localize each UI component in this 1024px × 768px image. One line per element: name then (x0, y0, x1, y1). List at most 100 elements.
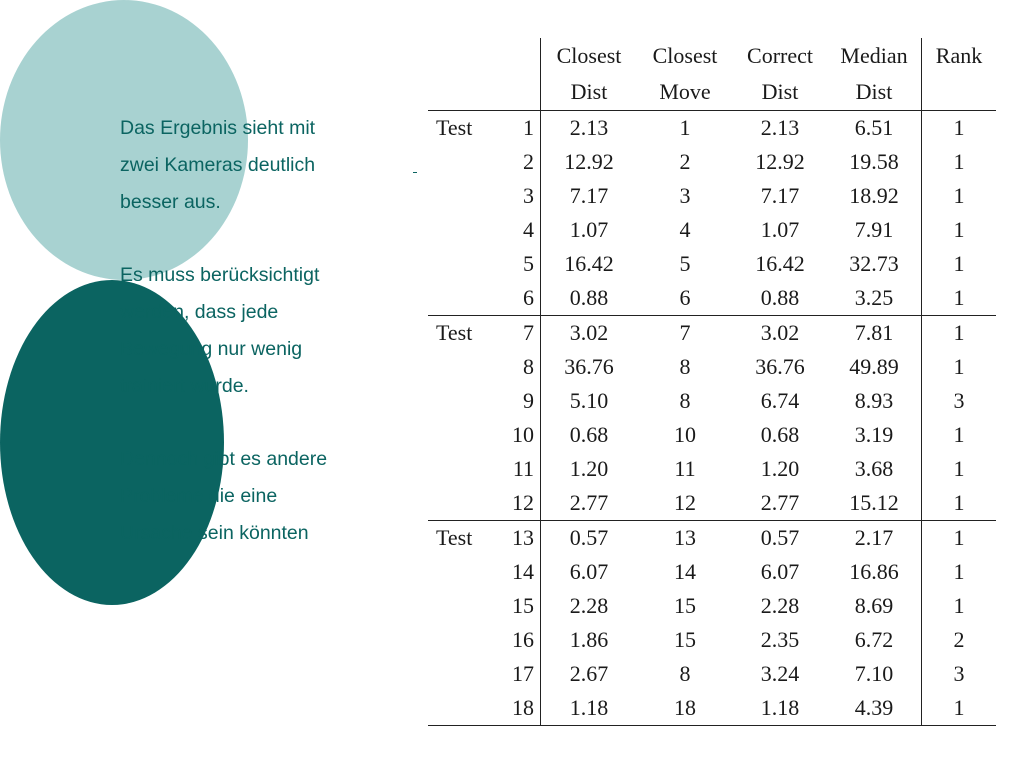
closest-move-cell: 11 (674, 456, 696, 481)
closest-move-cell: 15 (674, 627, 696, 652)
median-dist-cell: 32.73 (849, 251, 899, 276)
closest-dist-cell: 1.20 (540, 452, 637, 486)
rank-cell: 1 (921, 281, 996, 316)
group-label-empty (428, 281, 504, 316)
median-dist-cell: 15.12 (849, 490, 899, 515)
table-row: Test 13 0.57 13 0.57 2.17 1 (428, 520, 996, 555)
decorative-circle-light (0, 0, 248, 280)
rank-cell: 3 (921, 384, 996, 418)
header-median-dist-1: Median (840, 43, 908, 68)
closest-move-cell: 8 (679, 354, 691, 379)
closest-dist-cell: 2.77 (540, 486, 637, 521)
header-empty (504, 38, 541, 74)
closest-move-cell: 12 (674, 490, 696, 515)
header-closest-move-1: Closest (652, 43, 718, 68)
text-line: besser aus. (120, 190, 221, 213)
correct-dist-cell: 12.92 (755, 149, 805, 174)
correct-dist-cell: 2.28 (760, 593, 800, 618)
results-table: Closest Closest Correct Median Rank Dist… (428, 38, 996, 726)
median-dist-cell: 6.72 (854, 627, 894, 652)
text-line: Dennoch gibt es andere (120, 448, 328, 471)
rank-cell: 1 (921, 315, 996, 350)
group-label-empty (428, 555, 504, 589)
test-number-cell: 3 (523, 183, 534, 208)
test-number-cell: 15 (512, 593, 534, 618)
closest-dist-cell: 1.86 (540, 623, 637, 657)
header-row-1: Closest Closest Correct Median Rank (428, 38, 996, 74)
rank-cell: 1 (921, 110, 996, 145)
median-dist-cell: 16.86 (849, 559, 899, 584)
table-row: 12 2.77 12 2.77 15.12 1 (428, 486, 996, 521)
closest-dist-cell: 0.68 (540, 418, 637, 452)
rank-cell: 1 (921, 691, 996, 726)
table-row: Test 1 2.13 1 2.13 6.51 1 (428, 110, 996, 145)
test-number-cell: 2 (523, 149, 534, 174)
stray-mark (413, 172, 417, 173)
correct-dist-cell: 0.88 (760, 285, 800, 310)
group-label-empty (428, 247, 504, 281)
closest-move-cell: 5 (679, 251, 691, 276)
closest-dist-cell: 6.07 (540, 555, 637, 589)
correct-dist-cell: 2.77 (760, 490, 800, 515)
text-line: Probleme die eine (120, 484, 278, 507)
text-line: trainiert wurde. (120, 374, 249, 397)
correct-dist-cell: 0.57 (733, 520, 827, 555)
median-dist-cell: 7.81 (827, 315, 922, 350)
closest-move-cell: 8 (679, 661, 691, 686)
closest-dist-cell: 2.67 (540, 657, 637, 691)
test-number-cell: 14 (512, 559, 534, 584)
median-dist-cell: 4.39 (827, 691, 922, 726)
correct-dist-cell: 36.76 (755, 354, 805, 379)
text-line: Ursache sein könnten (120, 521, 309, 544)
median-dist-cell: 49.89 (849, 354, 899, 379)
text-line: Bewegung nur wenig (120, 337, 303, 360)
group-label-empty (428, 145, 504, 179)
text-line: werden, dass jede (120, 300, 279, 323)
header-correct-dist-2: Dist (733, 74, 827, 111)
median-dist-cell: 3.19 (854, 422, 894, 447)
closest-move-cell: 4 (679, 217, 691, 242)
closest-move-cell: 2 (679, 149, 691, 174)
text-line: Das Ergebnis sieht mit (120, 117, 316, 139)
table-row: 16 1.86 15 2.35 6.72 2 (428, 623, 996, 657)
correct-dist-cell: 2.13 (760, 115, 800, 140)
group-label-empty (428, 350, 504, 384)
group-label-empty (428, 691, 504, 726)
closest-move-cell: 15 (674, 593, 696, 618)
text-line: Es muss berücksichtigt (120, 264, 320, 287)
rank-cell: 1 (921, 555, 996, 589)
rank-cell: 1 (921, 145, 996, 179)
rank-cell: 3 (921, 657, 996, 691)
test-number-cell: 17 (512, 661, 534, 686)
closest-dist-cell: 5.10 (540, 384, 637, 418)
group-label-empty (428, 623, 504, 657)
correct-dist-cell: 7.17 (760, 183, 800, 208)
slide-body-text: Das Ergebnis sieht mit zwei Kameras deut… (120, 110, 410, 552)
group-label-empty (428, 179, 504, 213)
group-label-empty (428, 452, 504, 486)
text-line: zwei Kameras deutlich (120, 153, 316, 176)
rank-cell: 1 (921, 418, 996, 452)
closest-move-cell: 10 (674, 422, 696, 447)
rank-cell: 1 (921, 452, 996, 486)
correct-dist-cell: 16.42 (755, 251, 805, 276)
table-row: 6 0.88 6 0.88 3.25 1 (428, 281, 996, 316)
median-dist-cell: 3.68 (854, 456, 894, 481)
correct-dist-cell: 6.74 (760, 388, 800, 413)
table-row: 11 1.20 11 1.20 3.68 1 (428, 452, 996, 486)
header-median-dist-2: Dist (827, 74, 922, 111)
closest-dist-cell: 3.02 (540, 315, 637, 350)
rank-cell: 1 (921, 520, 996, 555)
test-number-cell: 10 (512, 422, 534, 447)
test-number-cell: 13 (504, 520, 541, 555)
test-number-cell: 11 (512, 456, 534, 481)
test-number-cell: 4 (523, 217, 534, 242)
test-number-cell: 8 (523, 354, 534, 379)
decorative-circle-dark (0, 280, 224, 605)
closest-dist-cell: 2.28 (540, 589, 637, 623)
correct-dist-cell: 0.68 (760, 422, 800, 447)
closest-dist-cell: 7.17 (540, 179, 637, 213)
test-number-cell: 6 (523, 285, 534, 310)
closest-dist-cell: 0.57 (540, 520, 637, 555)
group-label: Test (428, 520, 504, 555)
